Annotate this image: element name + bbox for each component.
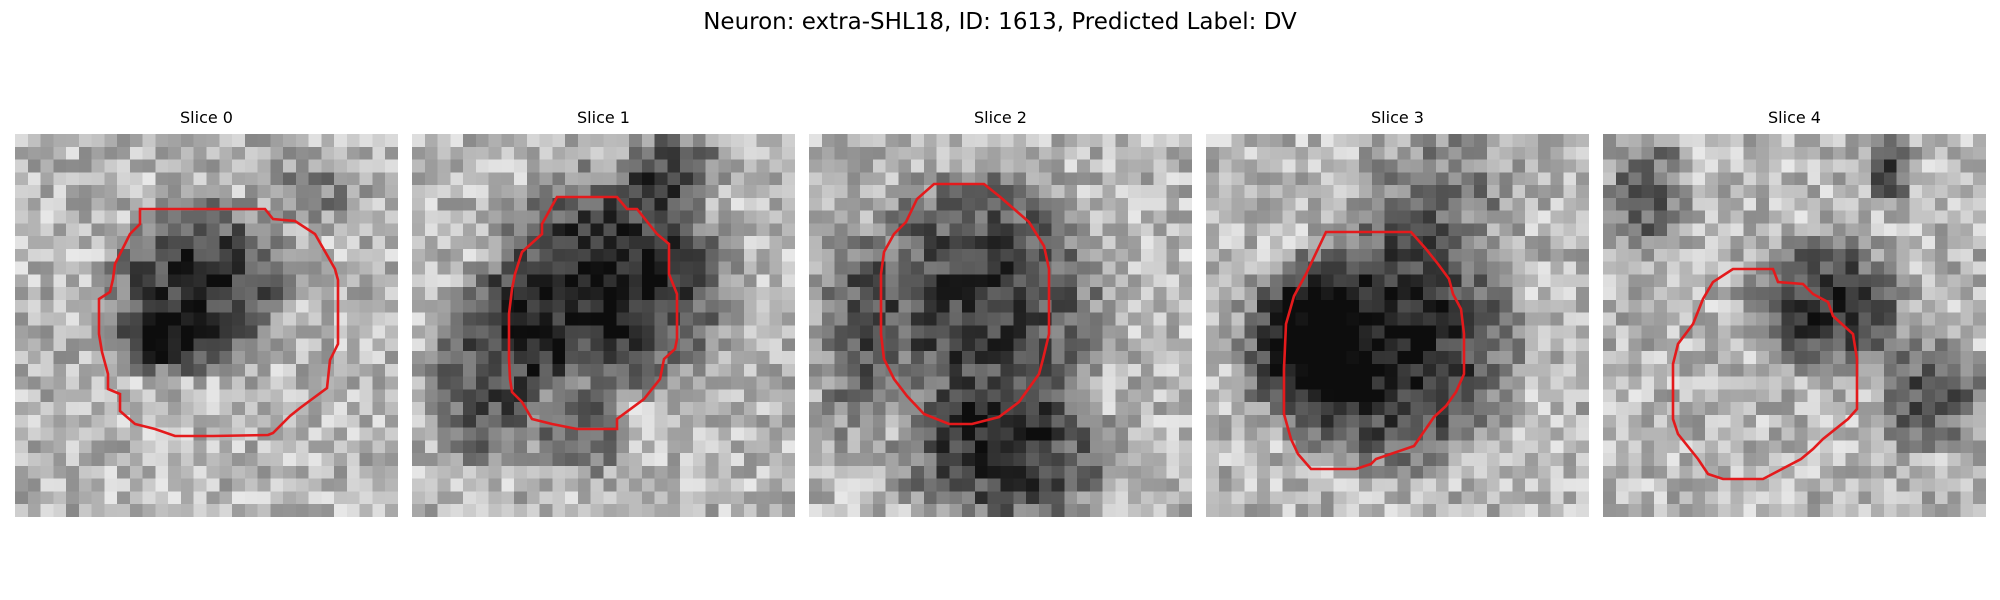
contour-outline-4	[1671, 267, 1859, 481]
contour-polygon-2	[879, 182, 1051, 426]
slice-panel-2: Slice 2	[809, 108, 1192, 517]
slice-panel-3: Slice 3	[1206, 108, 1589, 517]
slice-title-1: Slice 1	[577, 108, 630, 127]
slice-image-0	[15, 134, 398, 517]
slice-title-3: Slice 3	[1371, 108, 1424, 127]
contour-outline-2	[879, 182, 1051, 426]
contour-outline-1	[507, 195, 679, 431]
contour-outline-0	[97, 207, 340, 438]
slice-title-4: Slice 4	[1768, 108, 1821, 127]
slice-title-2: Slice 2	[974, 108, 1027, 127]
contour-polygon-4	[1671, 267, 1859, 481]
slice-image-4	[1603, 134, 1986, 517]
contour-polygon-1	[507, 195, 679, 431]
contour-polygon-3	[1282, 230, 1466, 471]
slice-panel-1: Slice 1	[412, 108, 795, 517]
slice-panel-4: Slice 4	[1603, 108, 1986, 517]
slice-image-3	[1206, 134, 1589, 517]
contour-polygon-0	[97, 207, 340, 438]
figure-title: Neuron: extra-SHL18, ID: 1613, Predicted…	[703, 9, 1297, 35]
slice-title-0: Slice 0	[180, 108, 233, 127]
slice-panel-0: Slice 0	[15, 108, 398, 517]
contour-outline-3	[1282, 230, 1466, 471]
